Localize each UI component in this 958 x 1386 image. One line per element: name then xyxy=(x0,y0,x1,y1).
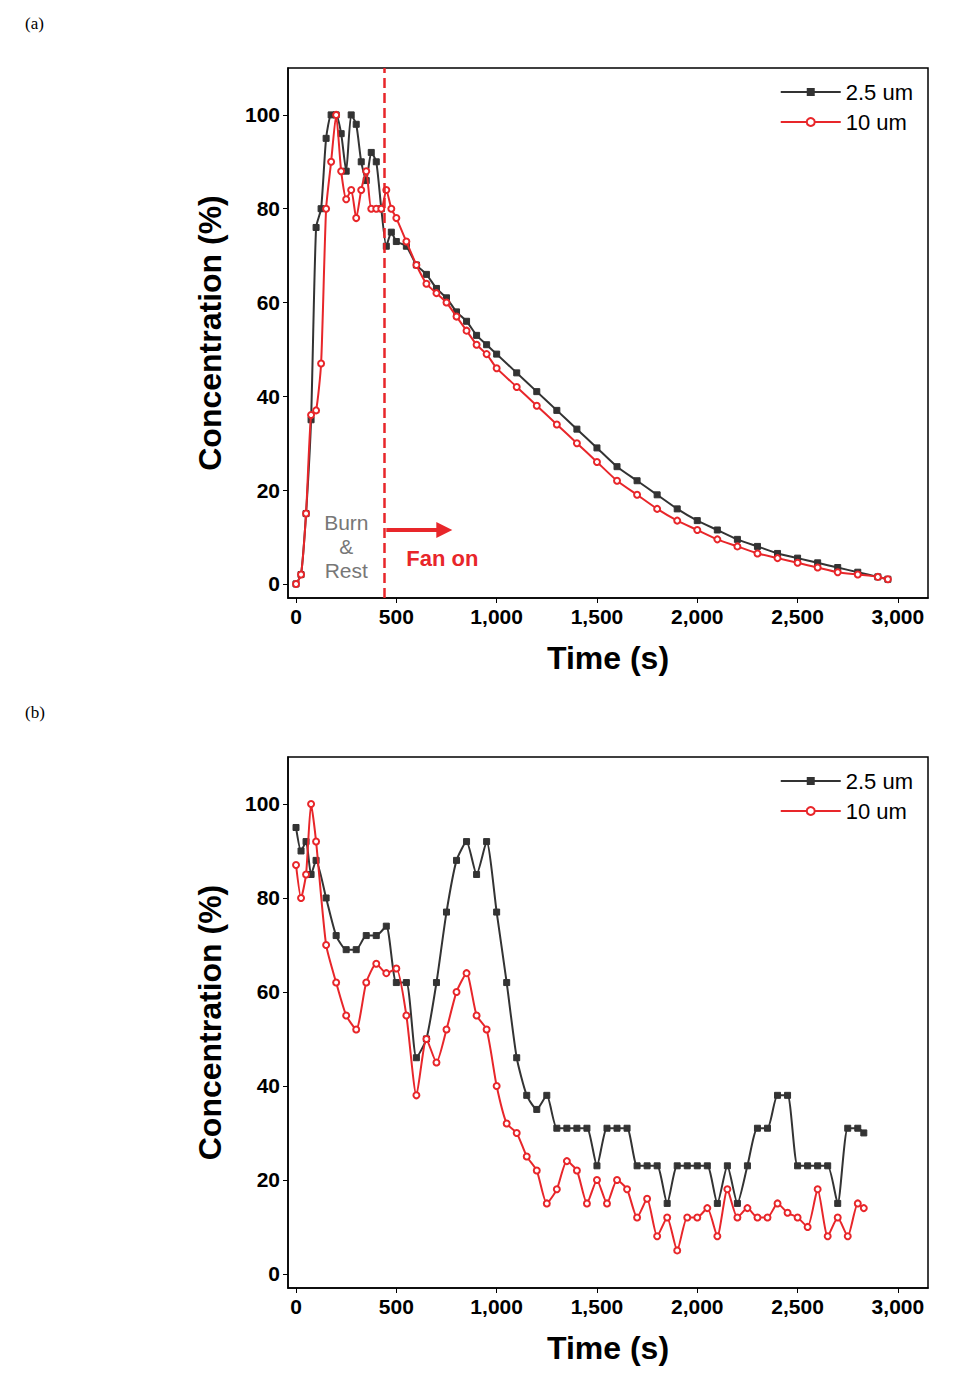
svg-text:10 um: 10 um xyxy=(846,799,907,824)
svg-text:100: 100 xyxy=(245,103,280,126)
svg-text:(b): (b) xyxy=(25,703,45,722)
svg-text:1,000: 1,000 xyxy=(470,1295,523,1318)
svg-text:1,500: 1,500 xyxy=(571,605,624,628)
svg-text:100: 100 xyxy=(245,792,280,815)
svg-text:2,000: 2,000 xyxy=(671,1295,724,1318)
svg-text:Burn: Burn xyxy=(324,511,368,534)
svg-text:20: 20 xyxy=(257,1168,280,1191)
svg-text:60: 60 xyxy=(257,291,280,314)
svg-text:0: 0 xyxy=(268,572,280,595)
svg-text:2.5 um: 2.5 um xyxy=(846,769,913,794)
svg-text:1,000: 1,000 xyxy=(470,605,523,628)
svg-text:0: 0 xyxy=(268,1262,280,1285)
svg-text:500: 500 xyxy=(379,1295,414,1318)
svg-text:3,000: 3,000 xyxy=(872,605,925,628)
svg-text:2.5 um: 2.5 um xyxy=(846,80,913,105)
svg-text:500: 500 xyxy=(379,605,414,628)
svg-text:1,500: 1,500 xyxy=(571,1295,624,1318)
svg-text:(a): (a) xyxy=(25,14,44,33)
svg-text:&: & xyxy=(339,535,353,558)
svg-text:Concentration (%): Concentration (%) xyxy=(192,195,228,471)
svg-text:Fan on: Fan on xyxy=(406,546,478,571)
svg-text:0: 0 xyxy=(290,1295,302,1318)
svg-text:Concentration (%): Concentration (%) xyxy=(192,885,228,1161)
svg-text:20: 20 xyxy=(257,479,280,502)
svg-text:Time (s): Time (s) xyxy=(547,640,669,676)
svg-text:80: 80 xyxy=(257,197,280,220)
svg-text:2,500: 2,500 xyxy=(771,605,824,628)
svg-text:2,500: 2,500 xyxy=(771,1295,824,1318)
svg-text:Time (s): Time (s) xyxy=(547,1330,669,1366)
svg-text:0: 0 xyxy=(290,605,302,628)
svg-text:40: 40 xyxy=(257,385,280,408)
svg-text:Rest: Rest xyxy=(325,559,368,582)
svg-text:2,000: 2,000 xyxy=(671,605,724,628)
svg-text:80: 80 xyxy=(257,886,280,909)
svg-text:40: 40 xyxy=(257,1074,280,1097)
svg-text:10 um: 10 um xyxy=(846,110,907,135)
svg-text:3,000: 3,000 xyxy=(872,1295,925,1318)
svg-text:60: 60 xyxy=(257,980,280,1003)
